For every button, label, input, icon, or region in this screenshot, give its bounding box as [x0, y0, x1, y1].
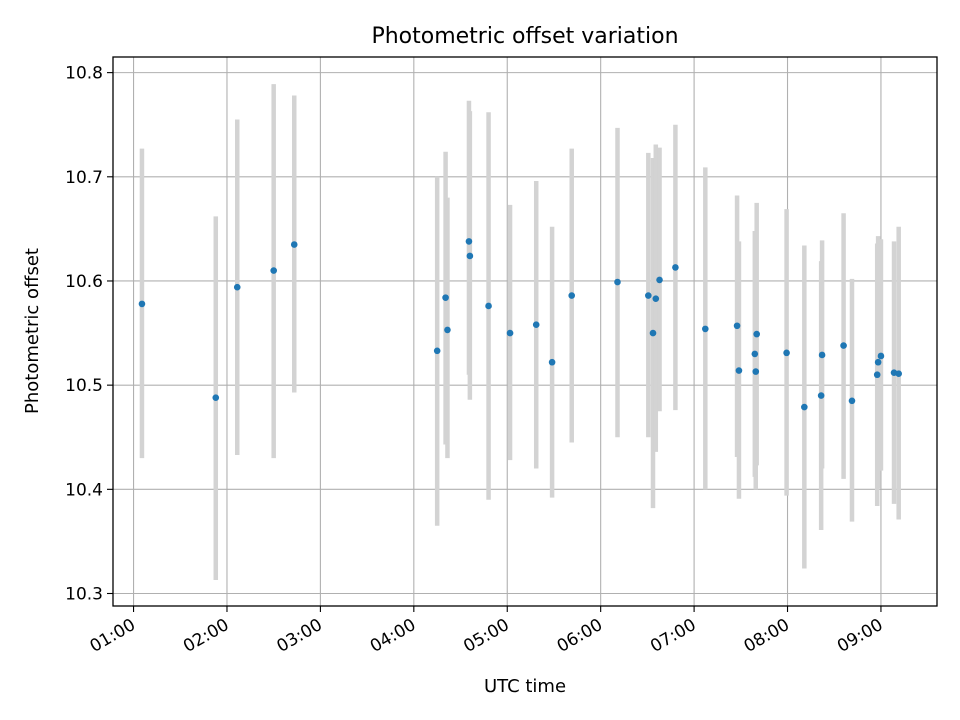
chart-title: Photometric offset variation: [371, 24, 678, 49]
data-point: [652, 295, 660, 302]
data-point: [645, 292, 652, 299]
data-point: [270, 267, 277, 274]
data-point: [735, 367, 743, 374]
y-axis-label: Photometric offset: [22, 248, 43, 414]
data-point: [506, 329, 514, 337]
y-tick-label: 10.5: [65, 376, 103, 396]
data-point: [649, 329, 657, 337]
data-point: [702, 325, 709, 333]
data-point: [874, 358, 882, 366]
data-point: [466, 252, 474, 260]
data-point: [783, 349, 790, 357]
data-point: [753, 330, 760, 338]
y-tick-label: 10.4: [65, 480, 103, 500]
data-point: [465, 238, 473, 245]
y-tick-label: 10.6: [65, 272, 103, 292]
data-point: [444, 326, 451, 334]
plot-frame: [112, 56, 938, 607]
y-tick-label: 10.3: [65, 584, 103, 604]
x-axis-label: UTC time: [484, 676, 566, 697]
data-point: [848, 397, 856, 405]
data-point: [233, 283, 241, 291]
data-point: [138, 300, 146, 308]
data-point: [485, 302, 492, 310]
data-point: [442, 294, 449, 301]
data-point: [672, 264, 679, 271]
data-point: [532, 321, 540, 329]
data-point: [548, 358, 556, 366]
data-point: [752, 368, 760, 375]
data-point: [290, 241, 298, 248]
data-point: [568, 292, 576, 299]
data-point: [817, 392, 825, 399]
data-point: [873, 371, 881, 379]
grid-lines: [113, 57, 937, 606]
data-point: [212, 394, 220, 401]
data-point: [433, 347, 441, 355]
y-tick-label: 10.8: [65, 64, 103, 84]
data-point: [614, 278, 621, 286]
y-tick-label: 10.7: [65, 168, 103, 188]
data-point: [895, 370, 902, 377]
data-points: [138, 238, 902, 411]
data-point: [818, 351, 826, 359]
data-point: [801, 403, 808, 411]
data-point: [877, 352, 885, 360]
data-point: [751, 350, 759, 358]
data-point: [656, 276, 663, 284]
y-axis-ticks: 10.3 10.4 10.5 10.6 10.7 10.8: [65, 64, 113, 604]
data-point: [840, 342, 847, 349]
data-point: [733, 322, 741, 330]
